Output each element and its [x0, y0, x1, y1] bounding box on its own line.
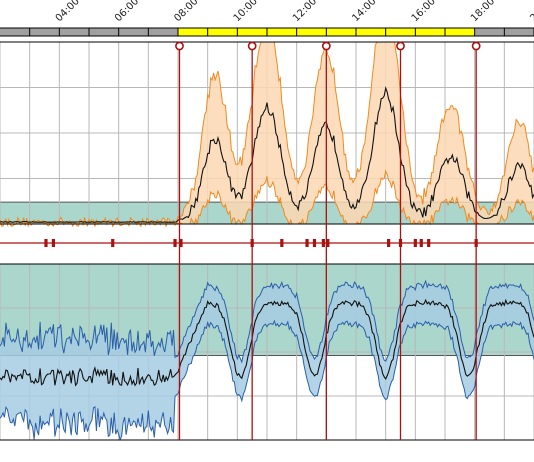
- event-marker-circle: [175, 41, 184, 51]
- event-marker-circle: [471, 41, 481, 51]
- event-marker-circle: [396, 41, 405, 51]
- event-tick: [413, 239, 417, 247]
- event-tick: [280, 239, 284, 247]
- event-tick: [51, 239, 55, 247]
- lower-median-line: [0, 298, 534, 387]
- event-tick: [179, 239, 183, 247]
- event-tick: [427, 239, 431, 247]
- event-tick: [111, 239, 115, 247]
- event-tick: [305, 239, 309, 247]
- event-tick: [44, 239, 48, 247]
- event-tick: [321, 239, 325, 247]
- event-tick: [326, 239, 330, 247]
- event-tick: [387, 239, 391, 247]
- upper-median-line: [0, 85, 534, 223]
- event-tick: [312, 239, 317, 247]
- lower-lower-bound-line: [0, 319, 534, 442]
- lower-upper-bound-line: [0, 279, 534, 364]
- event-tick: [419, 239, 423, 247]
- event-marker-circle: [321, 41, 331, 51]
- event-marker-circle: [247, 41, 257, 51]
- event-tick: [173, 239, 177, 247]
